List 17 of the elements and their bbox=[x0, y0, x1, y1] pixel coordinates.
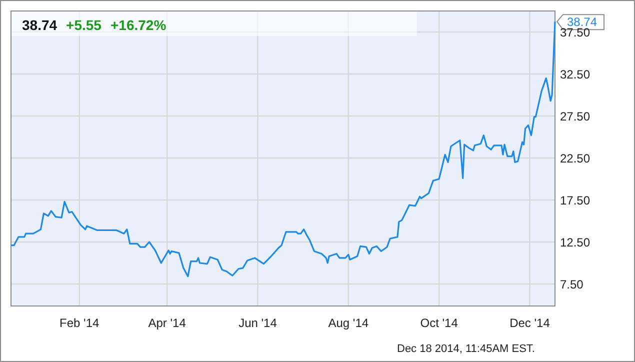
y-tick-label: 7.50 bbox=[560, 277, 584, 292]
x-tick-label: Aug '14 bbox=[328, 316, 369, 330]
y-tick-label: 22.50 bbox=[560, 151, 590, 166]
x-tick-label: Dec '14 bbox=[510, 316, 550, 330]
y-tick-label: 32.50 bbox=[560, 68, 590, 82]
text: Dec 18 2014, 11:45AM EST. bbox=[397, 343, 535, 355]
annotation: +5.55 bbox=[66, 17, 102, 33]
text: 38.74 bbox=[22, 17, 58, 33]
x-tick-label: Apr '14 bbox=[148, 316, 186, 330]
y-tick-label: 12.50 bbox=[560, 235, 590, 250]
x-tick-label: Feb '14 bbox=[60, 316, 100, 330]
x-tick-label: Jun '14 bbox=[238, 316, 278, 330]
x-tick-label: Oct '14 bbox=[420, 316, 458, 330]
y-tick-label: 27.50 bbox=[560, 109, 590, 124]
annotation: +16.72% bbox=[110, 17, 167, 33]
line-series bbox=[10, 20, 556, 278]
y-tick-label: 17.50 bbox=[560, 193, 590, 208]
